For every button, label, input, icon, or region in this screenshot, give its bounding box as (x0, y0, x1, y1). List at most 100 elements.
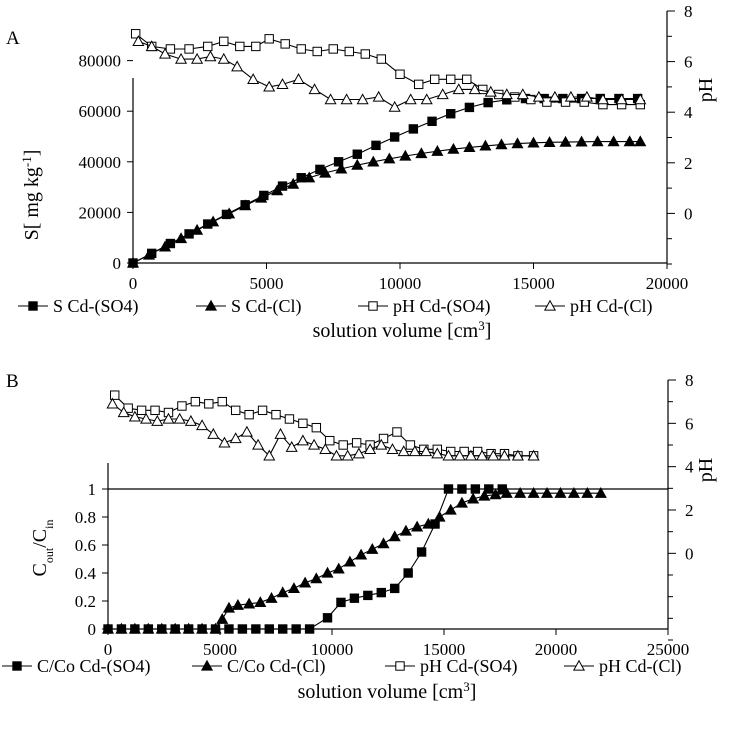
panel-a-series-3-point (580, 90, 593, 102)
panel-a-series-2-point (264, 34, 274, 44)
panel-b-series-1-point (567, 486, 580, 498)
panel-b-series-3-point (464, 449, 477, 461)
panel-b-series-0-point (224, 624, 234, 634)
panel-a-series-3-point (132, 35, 145, 47)
panel-b-series-0-point (278, 624, 288, 634)
panel-b-y2-tick-label: 0 (685, 544, 694, 563)
panel-b-series-0-point (349, 593, 360, 603)
panel-b-legend-label: C/Co Cd-(SO4) (37, 656, 151, 677)
panel-a-series-3-point (372, 90, 385, 102)
panel-a-series-1-point (351, 158, 364, 170)
panel-a-series-0-point (464, 102, 475, 113)
panel-a-legend-marker (204, 299, 218, 311)
panel-b-series-3-point (431, 447, 444, 459)
panel-a-series-2-point (430, 74, 440, 85)
panel-a-series-3-point (356, 93, 369, 105)
panel-b-series-1-point (254, 596, 267, 608)
panel-b-series-2-point (311, 422, 322, 433)
panel-a-series-3-point (548, 90, 561, 102)
panel-b-series-1-point (155, 622, 168, 634)
panel-a-series-2-point (296, 44, 306, 54)
panel-a-series-3-point (564, 90, 577, 102)
panel-b-series-2-point (244, 409, 254, 420)
panel-a-y-tick-label: 40000 (79, 153, 122, 172)
panel-a-series-3-point (324, 93, 337, 105)
panel-a-series-2-point (344, 46, 354, 57)
panel-b-series-3-point (308, 438, 321, 450)
panel-b-series-1-point (540, 486, 554, 498)
panel-b-series-3-point (151, 414, 164, 426)
panel-a-series-2-point (219, 36, 229, 47)
panel-a-series-3-point (191, 52, 204, 64)
panel-b-series-2-point (257, 405, 268, 416)
panel-a-series-1-point (543, 136, 556, 147)
panel-b-series-1-point (366, 542, 379, 554)
panel-b-series-0-line (108, 488, 503, 630)
panel-b-series-2-point (351, 438, 362, 448)
panel-b-series-3-point (527, 449, 540, 461)
panel-b-series-1-point (514, 486, 527, 498)
panel-b-series-3-point (229, 432, 242, 444)
panel-a-y2-tick-label: 4 (684, 103, 693, 122)
panel-a-series-2-point (235, 41, 245, 52)
panel-b-series-2-point (217, 396, 227, 407)
panel-a-series-1-point (158, 240, 172, 252)
panel-b-series-3-point (252, 438, 265, 450)
panel-a-legend-marker (368, 301, 378, 311)
panel-b-series-1-point (594, 486, 607, 498)
panel-b-series-1-point (265, 591, 278, 603)
panel-b-series-0-point (403, 568, 413, 578)
panel-a-y-tick-label: 0 (113, 254, 122, 273)
panel-b-series-2-point (338, 440, 348, 450)
panel-b-series-1-point (399, 524, 412, 536)
panel-a-series-0-point (333, 157, 344, 167)
panel-b-y-tick-label: 0 (88, 620, 97, 639)
panel-b-series-3-point (319, 443, 332, 454)
panel-b-y-tick-label: 0.4 (75, 564, 97, 583)
panel-a-series-1-point (447, 142, 460, 154)
panel-b-series-1-point (222, 601, 236, 613)
panel-a-series-3-point (175, 52, 188, 64)
panel-a-series-2-point (560, 97, 571, 107)
panel-b-series-2-point (190, 396, 201, 407)
panel-a-series-1-point (511, 137, 524, 149)
panel-b-series-3-point (162, 412, 175, 424)
panel-a-series-1-point (175, 232, 188, 244)
panel-b-series-3-point (420, 445, 433, 457)
panel-b-series-0-point (304, 624, 315, 634)
panel-a-series-2-point (312, 46, 322, 57)
panel-b-legend-marker (12, 661, 22, 671)
panel-b-series-1-point (489, 488, 502, 500)
panel-b-series-3-point (218, 436, 231, 448)
panel-a-series-3-point (436, 88, 449, 100)
panel-b-series-0-point (291, 624, 301, 634)
panel-b-x-tick-label: 10000 (311, 640, 354, 659)
panel-b-series-1-point (527, 486, 540, 498)
panel-a-series-1-point (335, 162, 348, 174)
panel-b-series-0-point (470, 484, 481, 494)
panel-a-series-3-point (340, 93, 353, 105)
panel-b-x-tick-label: 0 (104, 640, 113, 659)
panel-a-series-3-point (247, 73, 260, 84)
panel-b-series-3-point (487, 449, 500, 461)
panel-a-series-1-point (239, 199, 252, 211)
panel-a-series-1-point (634, 135, 647, 147)
panel-a-series-0-point (483, 97, 493, 108)
panel-a-series-2-point (395, 69, 405, 79)
panel-b-series-3-point (476, 449, 489, 461)
panel-b-series-2-point (204, 399, 214, 409)
panel-a-y-tick-label: 60000 (79, 102, 122, 121)
panel-b-y2-tick-label: 2 (685, 501, 694, 520)
panel-a-series-1-point (415, 147, 428, 159)
panel-a-series-2-point (328, 44, 338, 54)
panel-a-series-0-point (427, 116, 437, 127)
panel-a-series-3-point (158, 47, 172, 59)
panel-b-series-2-point (110, 390, 120, 400)
panel-a-series-1-point (623, 135, 636, 147)
panel-a-series-3-point (388, 100, 401, 112)
panel-b-series-1-point (343, 555, 356, 567)
panel-a-series-3-point (145, 40, 158, 52)
panel-b-series-1-point (500, 486, 513, 498)
panel-a-series-3-point (276, 78, 289, 90)
